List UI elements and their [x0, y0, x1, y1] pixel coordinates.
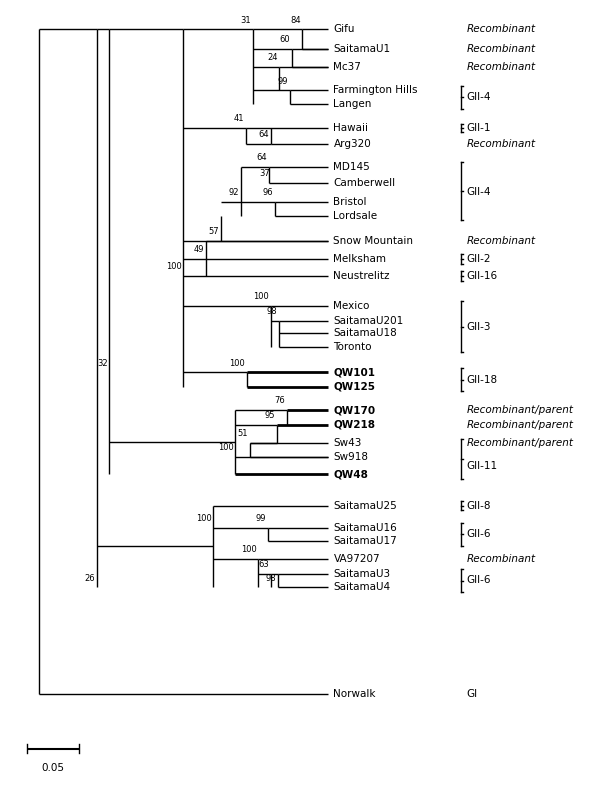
- Text: 99: 99: [256, 514, 266, 523]
- Text: 60: 60: [280, 35, 290, 44]
- Text: Arg320: Arg320: [334, 139, 371, 149]
- Text: QW170: QW170: [334, 405, 376, 415]
- Text: GI: GI: [466, 689, 478, 699]
- Text: GII-4: GII-4: [466, 187, 491, 197]
- Text: Camberwell: Camberwell: [334, 178, 395, 188]
- Text: GII-2: GII-2: [466, 254, 491, 264]
- Text: 57: 57: [208, 227, 219, 236]
- Text: QW48: QW48: [334, 470, 368, 479]
- Text: GII-16: GII-16: [466, 271, 497, 281]
- Text: GII-1: GII-1: [466, 123, 491, 133]
- Text: 64: 64: [256, 154, 267, 162]
- Text: SaitamaU16: SaitamaU16: [334, 523, 397, 533]
- Text: 51: 51: [238, 429, 248, 438]
- Text: Recombinant: Recombinant: [466, 236, 535, 246]
- Text: GII-4: GII-4: [466, 93, 491, 102]
- Text: QW101: QW101: [334, 367, 376, 378]
- Text: Hawaii: Hawaii: [334, 123, 368, 133]
- Text: Mc37: Mc37: [334, 62, 361, 72]
- Text: 95: 95: [265, 411, 275, 421]
- Text: 0.05: 0.05: [42, 763, 65, 773]
- Text: SaitamaU1: SaitamaU1: [334, 44, 391, 54]
- Text: Melksham: Melksham: [334, 254, 386, 264]
- Text: 37: 37: [259, 169, 270, 178]
- Text: SaitamaU25: SaitamaU25: [334, 501, 397, 511]
- Text: GII-3: GII-3: [466, 322, 491, 332]
- Text: 92: 92: [229, 188, 239, 197]
- Text: GII-8: GII-8: [466, 501, 491, 511]
- Text: SaitamaU4: SaitamaU4: [334, 582, 391, 592]
- Text: 41: 41: [233, 114, 244, 124]
- Text: Lordsale: Lordsale: [334, 211, 377, 221]
- Text: Gifu: Gifu: [334, 25, 355, 34]
- Text: Recombinant/parent: Recombinant/parent: [466, 438, 574, 448]
- Text: GII-11: GII-11: [466, 461, 497, 470]
- Text: 24: 24: [267, 53, 277, 62]
- Text: GII-6: GII-6: [466, 575, 491, 585]
- Text: Recombinant: Recombinant: [466, 139, 535, 149]
- Text: GII-6: GII-6: [466, 529, 491, 539]
- Text: QW218: QW218: [334, 420, 376, 430]
- Text: MD145: MD145: [334, 162, 370, 172]
- Text: Sw43: Sw43: [334, 438, 362, 448]
- Text: 100: 100: [218, 444, 233, 452]
- Text: Recombinant/parent: Recombinant/parent: [466, 405, 574, 415]
- Text: VA97207: VA97207: [334, 554, 380, 564]
- Text: Recombinant: Recombinant: [466, 25, 535, 34]
- Text: GII-18: GII-18: [466, 375, 497, 385]
- Text: Recombinant: Recombinant: [466, 554, 535, 564]
- Text: 98: 98: [267, 307, 277, 316]
- Text: Norwalk: Norwalk: [334, 689, 376, 699]
- Text: SaitamaU17: SaitamaU17: [334, 536, 397, 546]
- Text: Neustrelitz: Neustrelitz: [334, 271, 390, 281]
- Text: 98: 98: [266, 573, 276, 582]
- Text: Recombinant: Recombinant: [466, 44, 535, 54]
- Text: 100: 100: [229, 359, 245, 367]
- Text: Recombinant: Recombinant: [466, 62, 535, 72]
- Text: 49: 49: [194, 246, 205, 254]
- Text: Mexico: Mexico: [334, 301, 370, 311]
- Text: 100: 100: [166, 262, 182, 272]
- Text: Toronto: Toronto: [334, 342, 372, 352]
- Text: Recombinant/parent: Recombinant/parent: [466, 420, 574, 430]
- Text: SaitamaU201: SaitamaU201: [334, 316, 404, 326]
- Text: 84: 84: [290, 16, 301, 25]
- Text: SaitamaU18: SaitamaU18: [334, 329, 397, 338]
- Text: 99: 99: [278, 77, 289, 86]
- Text: Bristol: Bristol: [334, 196, 367, 207]
- Text: Sw918: Sw918: [334, 452, 368, 462]
- Text: 100: 100: [196, 514, 212, 523]
- Text: 100: 100: [241, 546, 257, 554]
- Text: SaitamaU3: SaitamaU3: [334, 569, 391, 579]
- Text: 32: 32: [97, 359, 107, 367]
- Text: 76: 76: [275, 397, 286, 406]
- Text: 26: 26: [84, 573, 95, 582]
- Text: QW125: QW125: [334, 382, 376, 391]
- Text: 31: 31: [240, 16, 251, 25]
- Text: 96: 96: [262, 188, 273, 197]
- Text: 64: 64: [259, 130, 269, 139]
- Text: Farmington Hills: Farmington Hills: [334, 86, 418, 95]
- Text: Snow Mountain: Snow Mountain: [334, 236, 413, 246]
- Text: Langen: Langen: [334, 100, 372, 109]
- Text: 100: 100: [254, 292, 269, 301]
- Text: 63: 63: [259, 560, 269, 569]
